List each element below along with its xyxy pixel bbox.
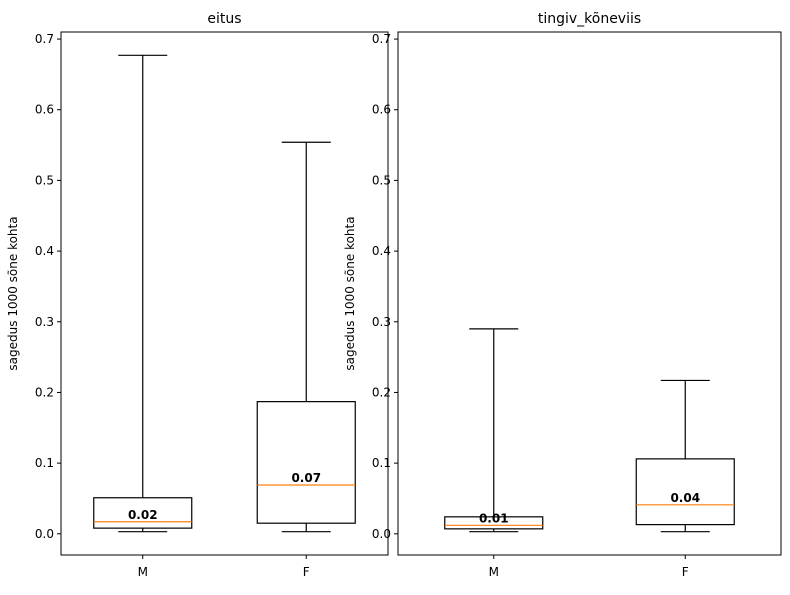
chart-title: tingiv_kõneviis [538, 11, 641, 27]
median-label: 0.01 [479, 511, 509, 525]
x-tick-label: M [489, 565, 499, 579]
y-tick-label: 0.6 [35, 103, 54, 117]
box-M [93, 497, 193, 529]
y-tick-label: 0.0 [35, 527, 54, 541]
y-tick-label: 0.1 [372, 456, 391, 470]
subplot-eitus: eitus sagedus 1000 sõne kohta 0.0 0.1 0.2 0… [6, 11, 389, 579]
y-tick-label: 0.7 [35, 32, 54, 46]
median-label: 0.02 [128, 508, 158, 522]
y-tick-label: 0.0 [372, 527, 391, 541]
subplot-tingiv-koneviis: tingiv_kõneviis sagedus 1000 sõne kohta … [343, 11, 782, 579]
y-tick-label: 0.7 [372, 32, 391, 46]
box-M [444, 516, 544, 530]
chart-title: eitus [207, 11, 241, 27]
y-tick-label: 0.4 [35, 244, 54, 258]
median-label: 0.07 [291, 471, 321, 485]
y-axis-label: sagedus 1000 sõne kohta [6, 216, 20, 370]
y-tick-label: 0.2 [35, 385, 54, 399]
box-F [256, 401, 356, 524]
x-tick-label: F [303, 565, 310, 579]
y-tick-label: 0.3 [35, 315, 54, 329]
x-tick-label: M [138, 565, 148, 579]
y-tick-label: 0.6 [372, 103, 391, 117]
x-tick-label: F [682, 565, 689, 579]
box-F [635, 458, 735, 526]
y-tick-label: 0.1 [35, 456, 54, 470]
median-label: 0.04 [670, 491, 700, 505]
y-tick-label: 0.3 [372, 315, 391, 329]
y-tick-label: 0.2 [372, 385, 391, 399]
plot-frame [397, 31, 782, 556]
y-tick-label: 0.5 [35, 173, 54, 187]
y-axis-label: sagedus 1000 sõne kohta [343, 216, 357, 370]
plot-frame [60, 31, 389, 556]
y-tick-label: 0.5 [372, 173, 391, 187]
y-tick-label: 0.4 [372, 244, 391, 258]
